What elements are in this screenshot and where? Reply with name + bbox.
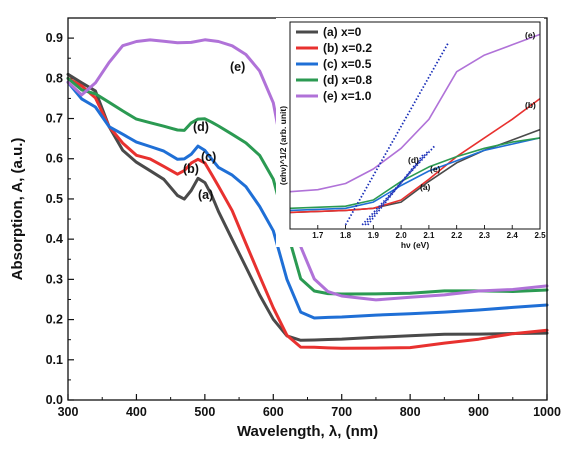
inset-fit-line-4 [364, 149, 430, 226]
y-tick-label: 0.2 [46, 313, 63, 327]
x-tick-label: 600 [263, 405, 284, 419]
legend-label-3: (c) x=0.5 [323, 57, 372, 71]
curve-label-4: (d) [193, 120, 209, 134]
legend-label-1: (a) x=0 [323, 25, 362, 39]
x-tick-label: 400 [126, 405, 147, 419]
x-tick-label: 800 [400, 405, 421, 419]
inset-x-tick-label: 2.0 [396, 231, 408, 240]
curve-label-5: (e) [230, 60, 245, 74]
inset-curve-label-4: (e) [430, 164, 441, 174]
inset-chart: 1.7 1.8 1.9 2.0 2.1 2.2 2.3 2.4 2.5 (e)(b)(d)(e)… [276, 18, 546, 250]
y-tick-label: 0.4 [46, 232, 63, 246]
main-axis-ticks: 300 400 500 600 700 800 900 1000 0.0 0.1 0.2 0.3 0.4… [46, 31, 561, 419]
series-line-2 [66, 76, 549, 350]
inset-x-tick-label: 2.1 [423, 231, 435, 240]
x-tick-label: 700 [331, 405, 352, 419]
inset-plot-frame [289, 21, 541, 230]
main-annotations: (a) (b)(c) (d) (e) [183, 60, 245, 202]
inset-axis-ticks: 1.7 1.8 1.9 2.0 2.1 2.2 2.3 2.4 2.5 [312, 225, 546, 240]
inset-curve-label-3: (d) [408, 155, 419, 165]
inset-annotations: (e) (b) (d) (e) (a) [408, 30, 536, 192]
y-tick-label: 0.8 [46, 71, 63, 85]
inset-curve-label-1: (e) [525, 30, 536, 40]
inset-x-tick-label: 1.7 [312, 231, 324, 240]
legend-label-4: (d) x=0.8 [323, 73, 372, 87]
inset-y-axis-label: (αhν)^1/2 (arb. unit) [278, 106, 288, 185]
x-axis-label: Wavelength, λ, (nm) [237, 423, 378, 440]
y-tick-label: 0.0 [46, 393, 63, 407]
inset-series-line-4 [289, 137, 541, 210]
x-tick-label: 900 [468, 405, 489, 419]
inset-x-tick-label: 2.5 [534, 231, 546, 240]
curve-label-1: (a) [198, 188, 213, 202]
inset-series-group [289, 33, 541, 214]
y-tick-label: 0.6 [46, 152, 63, 166]
inset-curve-label-2: (b) [525, 100, 536, 110]
inset-x-tick-label: 2.3 [479, 231, 491, 240]
x-tick-label: 1000 [533, 405, 561, 419]
inset-x-tick-label: 1.9 [368, 231, 380, 240]
main-series-group [66, 38, 549, 350]
legend-label-2: (b) x=0.2 [323, 41, 372, 55]
y-axis-label: Absorption, A, (a.u.) [9, 138, 26, 281]
y-tick-label: 0.7 [46, 112, 63, 126]
inset-x-tick-label: 1.8 [340, 231, 352, 240]
inset-x-axis-label: hν (eV) [401, 240, 430, 250]
inset-x-tick-label: 2.4 [507, 231, 519, 240]
legend: (a) x=0 (b) x=0.2 (c) x=0.5 (d) x=0.8 (e) x=… [296, 25, 372, 103]
series-line-1 [66, 72, 549, 342]
inset-x-tick-label: 2.2 [451, 231, 463, 240]
curve-label-2: (b) [183, 162, 199, 176]
curve-label-3: (c) [201, 150, 216, 164]
x-tick-label: 300 [58, 405, 79, 419]
y-tick-label: 0.9 [46, 31, 63, 45]
inset-curve-label-5: (a) [420, 182, 431, 192]
inset-background [276, 18, 544, 247]
legend-label-5: (e) x=1.0 [323, 89, 372, 103]
x-tick-label: 500 [194, 405, 215, 419]
series-line-5 [66, 38, 549, 302]
y-tick-label: 0.3 [46, 272, 63, 286]
series-line-4 [66, 76, 549, 296]
inset-fit-line-3 [367, 153, 425, 226]
inset-fit-lines [344, 42, 450, 226]
inset-series-line-5 [289, 33, 541, 193]
series-line-3 [66, 80, 549, 320]
inset-series-line-3 [289, 137, 541, 212]
y-tick-label: 0.1 [46, 353, 63, 367]
y-tick-label: 0.5 [46, 192, 63, 206]
